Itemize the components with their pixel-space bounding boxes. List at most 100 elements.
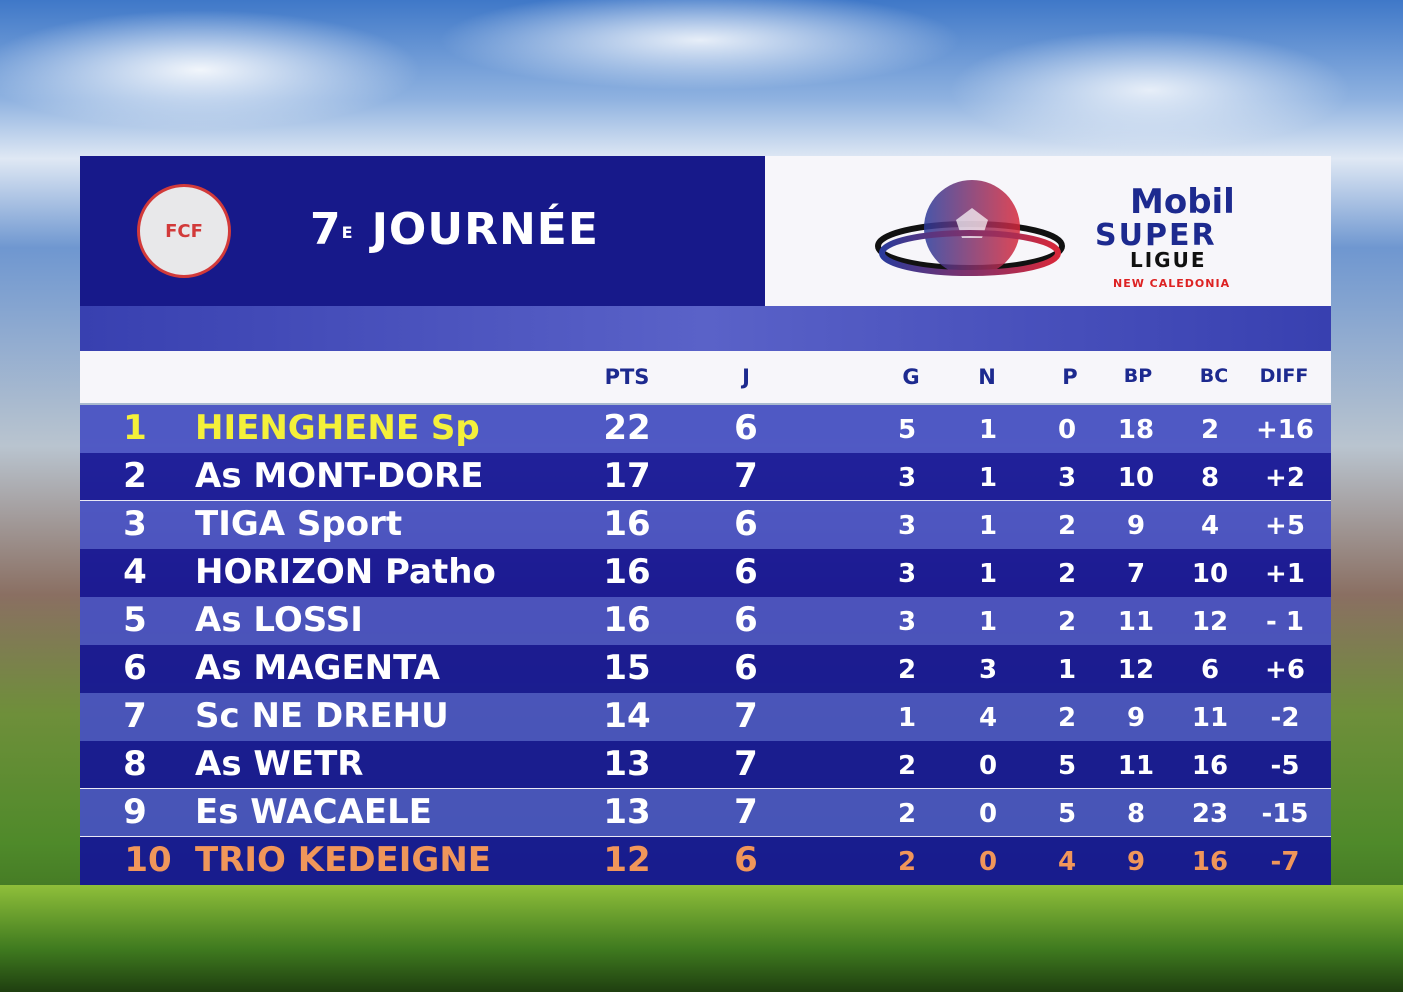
cell-pts: 12 [603,840,651,880]
table-row: 8 As WETR 13 7 2 0 5 11 16 -5 [80,741,1331,789]
decorative-band [80,306,1331,351]
col-bp: BP [1123,365,1153,387]
cell-n: 1 [978,415,998,445]
cell-n: 0 [978,847,998,877]
cell-p: 2 [1057,703,1077,733]
cell-diff: -7 [1270,847,1300,877]
rank: 4 [123,552,147,592]
cell-p: 5 [1057,799,1077,829]
team-name: As MAGENTA [195,648,440,688]
team-name: Sc NE DREHU [195,696,449,736]
cell-bp: 18 [1117,415,1155,445]
col-n: N [978,365,996,389]
cell-bc: 6 [1200,655,1220,685]
col-pts: PTS [604,365,650,389]
cell-bp: 8 [1126,799,1146,829]
col-bc: BC [1199,365,1229,387]
cell-pts: 16 [603,504,651,544]
cell-bc: 16 [1191,847,1229,877]
cell-n: 1 [978,559,998,589]
cell-n: 1 [978,463,998,493]
cell-n: 0 [978,799,998,829]
table-row: 2 As MONT-DORE 17 7 3 1 3 10 8 +2 [80,453,1331,501]
cell-j: 7 [734,456,758,496]
cell-bp: 11 [1117,751,1155,781]
cell-g: 3 [897,463,917,493]
table-row: 10 TRIO KEDEIGNE 12 6 2 0 4 9 16 -7 [80,837,1331,885]
grass-background [0,885,1403,992]
cell-j: 7 [734,696,758,736]
cell-pts: 13 [603,792,651,832]
cell-n: 3 [978,655,998,685]
cell-pts: 16 [603,552,651,592]
cell-p: 4 [1057,847,1077,877]
team-name: TRIO KEDEIGNE [195,840,492,880]
cell-n: 0 [978,751,998,781]
cell-bc: 12 [1191,607,1229,637]
rank: 7 [123,696,147,736]
rank: 2 [123,456,147,496]
cell-bc: 4 [1200,511,1220,541]
rank: 3 [123,504,147,544]
cell-j: 6 [734,648,758,688]
cell-p: 1 [1057,655,1077,685]
cell-j: 6 [734,840,758,880]
table-row: 3 TIGA Sport 16 6 3 1 2 9 4 +5 [80,501,1331,549]
cell-bc: 8 [1200,463,1220,493]
cell-j: 6 [734,408,758,448]
team-name: HIENGHENE Sp [195,408,480,448]
team-name: As WETR [195,744,364,784]
rank: 1 [123,408,147,448]
table-row: 7 Sc NE DREHU 14 7 1 4 2 9 11 -2 [80,693,1331,741]
rank: 6 [123,648,147,688]
team-name: HORIZON Patho [195,552,496,592]
cell-j: 7 [734,744,758,784]
cell-n: 1 [978,511,998,541]
cell-pts: 22 [603,408,651,448]
cell-diff: +16 [1256,415,1314,445]
cell-j: 6 [734,552,758,592]
sky-background [0,0,1403,160]
cell-g: 5 [897,415,917,445]
cell-g: 2 [897,751,917,781]
cell-diff: +2 [1265,463,1305,493]
cell-j: 7 [734,792,758,832]
table-row: 1 HIENGHENE Sp 22 6 5 1 0 18 2 +16 [80,405,1331,453]
table-row: 6 As MAGENTA 15 6 2 3 1 12 6 +6 [80,645,1331,693]
cell-bp: 11 [1117,607,1155,637]
cell-bc: 16 [1191,751,1229,781]
header-left: FCF 7E JOURNÉE [80,156,765,306]
cell-diff: -5 [1270,751,1300,781]
cell-n: 4 [978,703,998,733]
table-header: PTS J G N P BP BC DIFF [80,351,1331,403]
cell-diff: -2 [1270,703,1300,733]
cell-g: 3 [897,559,917,589]
cell-g: 2 [897,847,917,877]
cell-bc: 23 [1191,799,1229,829]
federation-logo: FCF [137,184,231,278]
cell-p: 2 [1057,511,1077,541]
col-diff: DIFF [1259,365,1309,387]
cell-bc: 2 [1200,415,1220,445]
sponsor-logo: Mobil SUPER LIGUE NEW CALEDONIA [765,156,1331,306]
table-row: 5 As LOSSI 16 6 3 1 2 11 12- 1 [80,597,1331,645]
cell-bp: 12 [1117,655,1155,685]
cell-p: 3 [1057,463,1077,493]
cell-g: 1 [897,703,917,733]
cell-bc: 11 [1191,703,1229,733]
cell-bp: 7 [1126,559,1146,589]
cell-g: 3 [897,607,917,637]
cell-bp: 9 [1126,703,1146,733]
col-j: J [742,365,750,389]
cell-bp: 10 [1117,463,1155,493]
cell-bc: 10 [1191,559,1229,589]
cell-g: 2 [897,799,917,829]
cell-p: 0 [1057,415,1077,445]
team-name: As MONT-DORE [195,456,484,496]
cell-bp: 9 [1126,847,1146,877]
cell-n: 1 [978,607,998,637]
round-title: 7E JOURNÉE [310,204,599,255]
cell-pts: 16 [603,600,651,640]
cell-g: 3 [897,511,917,541]
cell-diff: +5 [1265,511,1305,541]
